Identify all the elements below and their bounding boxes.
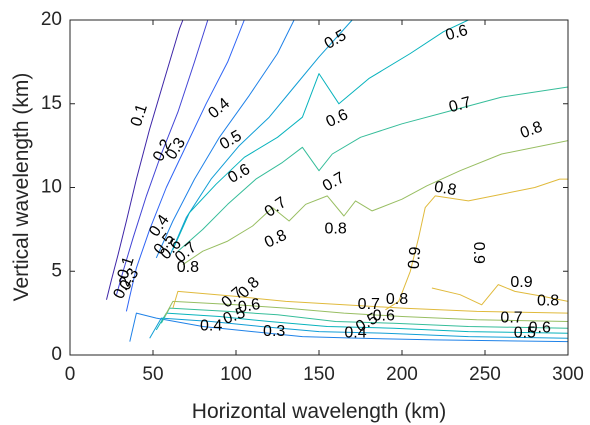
contour-label: 0.8 xyxy=(177,259,199,276)
contour-label: 0.9 xyxy=(406,246,425,270)
contour-label: 0.8 xyxy=(537,293,559,310)
contour-line-0-1-0 xyxy=(106,19,184,300)
x-tick-label: 200 xyxy=(386,364,418,385)
y-tick-label: 5 xyxy=(51,260,62,281)
contour-label: 0.3 xyxy=(263,323,285,340)
contour-label: 0.1 xyxy=(128,102,151,129)
contour-label: 0.9 xyxy=(510,274,532,291)
contour-line-0-9-13 xyxy=(385,178,568,311)
x-axis-label: Horizontal wavelength (km) xyxy=(192,400,446,423)
contour-label: 0.4 xyxy=(200,318,222,335)
y-axis-label: Vertical wavelength (km) xyxy=(10,73,33,302)
contour-label: 0.7 xyxy=(358,296,380,313)
contour-label: 0.1 xyxy=(115,255,138,282)
contour-line-0-5-6 xyxy=(149,317,569,339)
contour-line-0-9-14 xyxy=(172,290,569,314)
contour-line-0-6-7 xyxy=(172,19,469,250)
x-tick-label: 250 xyxy=(469,364,501,385)
x-tick-label: 50 xyxy=(142,364,163,385)
x-tick-label: 100 xyxy=(220,364,252,385)
x-tick-label: 150 xyxy=(303,364,335,385)
contour-label: 0.8 xyxy=(433,179,458,200)
contour-label: 0.9 xyxy=(470,242,487,264)
contour-label: 0.8 xyxy=(386,291,408,308)
contour-line-0-6-8 xyxy=(155,312,569,334)
contour-label: 0.6 xyxy=(444,22,470,44)
y-tick-label: 20 xyxy=(41,9,62,30)
contour-label: 0.4 xyxy=(344,324,366,341)
contour-line-0-7-10 xyxy=(160,307,569,329)
contour-label: 0.5 xyxy=(514,324,536,341)
contour-label: 0.8 xyxy=(518,118,545,142)
contour-label: 0.5 xyxy=(221,304,248,328)
x-tick-label: 300 xyxy=(552,364,584,385)
y-tick-label: 15 xyxy=(41,93,62,114)
contour-label: 0.7 xyxy=(447,94,473,116)
y-axis-ticks: 0 5 10 15 20 xyxy=(41,9,568,365)
contour-line-0-4-4 xyxy=(155,19,295,259)
contour-line-0-2-1 xyxy=(116,19,209,295)
contour-line-0-8-12 xyxy=(164,300,569,322)
contour-line-0-8-11 xyxy=(182,140,569,266)
contour-line-0-7-9 xyxy=(177,86,569,252)
contour-line-0-3-2 xyxy=(125,19,245,312)
x-axis-ticks: 0 50 100 150 200 250 300 xyxy=(65,20,584,385)
contour-line-0-9-15 xyxy=(431,284,569,306)
contour-label: 0.8 xyxy=(324,221,346,238)
contour-label: 0.7 xyxy=(500,309,522,326)
contour-label: 0.6 xyxy=(529,319,551,336)
contour-label: 0.6 xyxy=(237,296,262,317)
plot-area xyxy=(70,20,568,355)
contour-lines xyxy=(106,19,569,343)
y-tick-label: 0 xyxy=(51,344,62,365)
contour-line-0-4-3 xyxy=(129,312,569,343)
y-tick-label: 10 xyxy=(41,177,62,198)
contour-label: 0.6 xyxy=(373,308,395,325)
x-tick-label: 0 xyxy=(65,364,76,385)
